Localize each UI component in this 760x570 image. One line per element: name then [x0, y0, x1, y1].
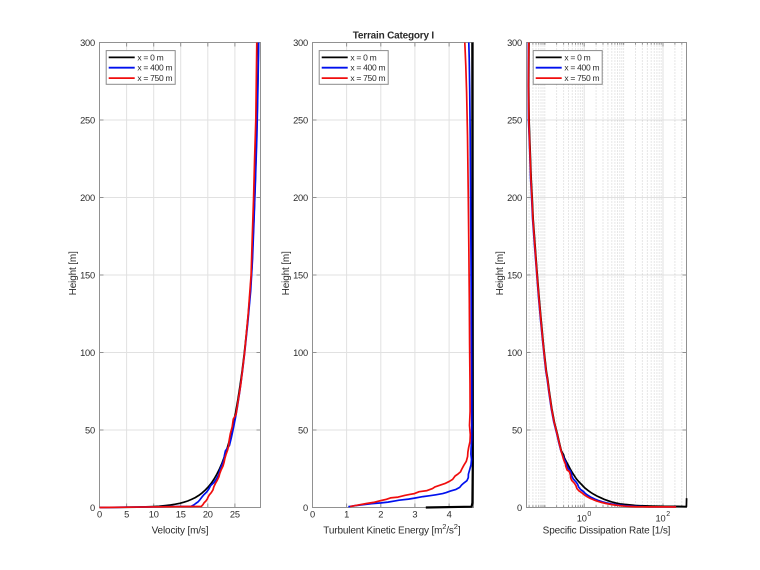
svg-text:0: 0 [517, 503, 522, 513]
svg-text:0: 0 [97, 510, 102, 520]
svg-text:Turbulent Kinetic Energy [m2/s: Turbulent Kinetic Energy [m2/s2] [323, 522, 461, 537]
svg-text:300: 300 [507, 38, 522, 48]
svg-text:150: 150 [293, 270, 308, 280]
svg-text:250: 250 [507, 115, 522, 125]
svg-text:50: 50 [298, 425, 308, 435]
svg-text:x = 750 m: x = 750 m [137, 73, 172, 83]
svg-text:x = 0 m: x = 0 m [137, 52, 163, 62]
svg-text:250: 250 [293, 115, 308, 125]
svg-text:x = 400 m: x = 400 m [564, 63, 599, 73]
svg-text:150: 150 [80, 270, 95, 280]
svg-text:10: 10 [577, 513, 587, 523]
svg-text:100: 100 [80, 348, 95, 358]
svg-text:0: 0 [310, 510, 315, 520]
svg-text:100: 100 [507, 348, 522, 358]
svg-text:200: 200 [80, 193, 95, 203]
svg-text:10: 10 [656, 513, 666, 523]
svg-text:150: 150 [507, 270, 522, 280]
svg-text:5: 5 [124, 510, 129, 520]
svg-text:2: 2 [666, 511, 670, 518]
svg-text:20: 20 [203, 510, 213, 520]
svg-text:300: 300 [80, 38, 95, 48]
svg-text:100: 100 [293, 348, 308, 358]
svg-text:4: 4 [447, 510, 452, 520]
svg-text:x = 400 m: x = 400 m [137, 63, 172, 73]
svg-text:300: 300 [293, 38, 308, 48]
svg-text:250: 250 [80, 115, 95, 125]
svg-text:3: 3 [412, 510, 417, 520]
svg-text:50: 50 [512, 425, 522, 435]
svg-text:x = 0 m: x = 0 m [564, 52, 590, 62]
svg-text:Terrain Category I: Terrain Category I [353, 30, 435, 41]
svg-text:Height [m]: Height [m] [68, 251, 79, 295]
svg-text:200: 200 [507, 193, 522, 203]
svg-text:x = 400 m: x = 400 m [350, 63, 385, 73]
svg-text:15: 15 [176, 510, 186, 520]
svg-text:0: 0 [90, 503, 95, 513]
svg-text:200: 200 [293, 193, 308, 203]
svg-text:10: 10 [149, 510, 159, 520]
svg-text:Velocity [m/s]: Velocity [m/s] [152, 525, 209, 536]
svg-text:2: 2 [378, 510, 383, 520]
svg-text:Specific Dissipation Rate [1/s: Specific Dissipation Rate [1/s] [543, 525, 671, 536]
svg-text:0: 0 [303, 503, 308, 513]
svg-text:x = 750 m: x = 750 m [350, 73, 385, 83]
svg-text:Height [m]: Height [m] [281, 251, 292, 295]
svg-text:50: 50 [85, 425, 95, 435]
svg-text:1: 1 [344, 510, 349, 520]
svg-text:25: 25 [230, 510, 240, 520]
svg-text:x = 750 m: x = 750 m [564, 73, 599, 83]
svg-text:0: 0 [587, 511, 591, 518]
svg-text:Height [m]: Height [m] [495, 251, 506, 295]
svg-text:x = 0 m: x = 0 m [350, 52, 376, 62]
